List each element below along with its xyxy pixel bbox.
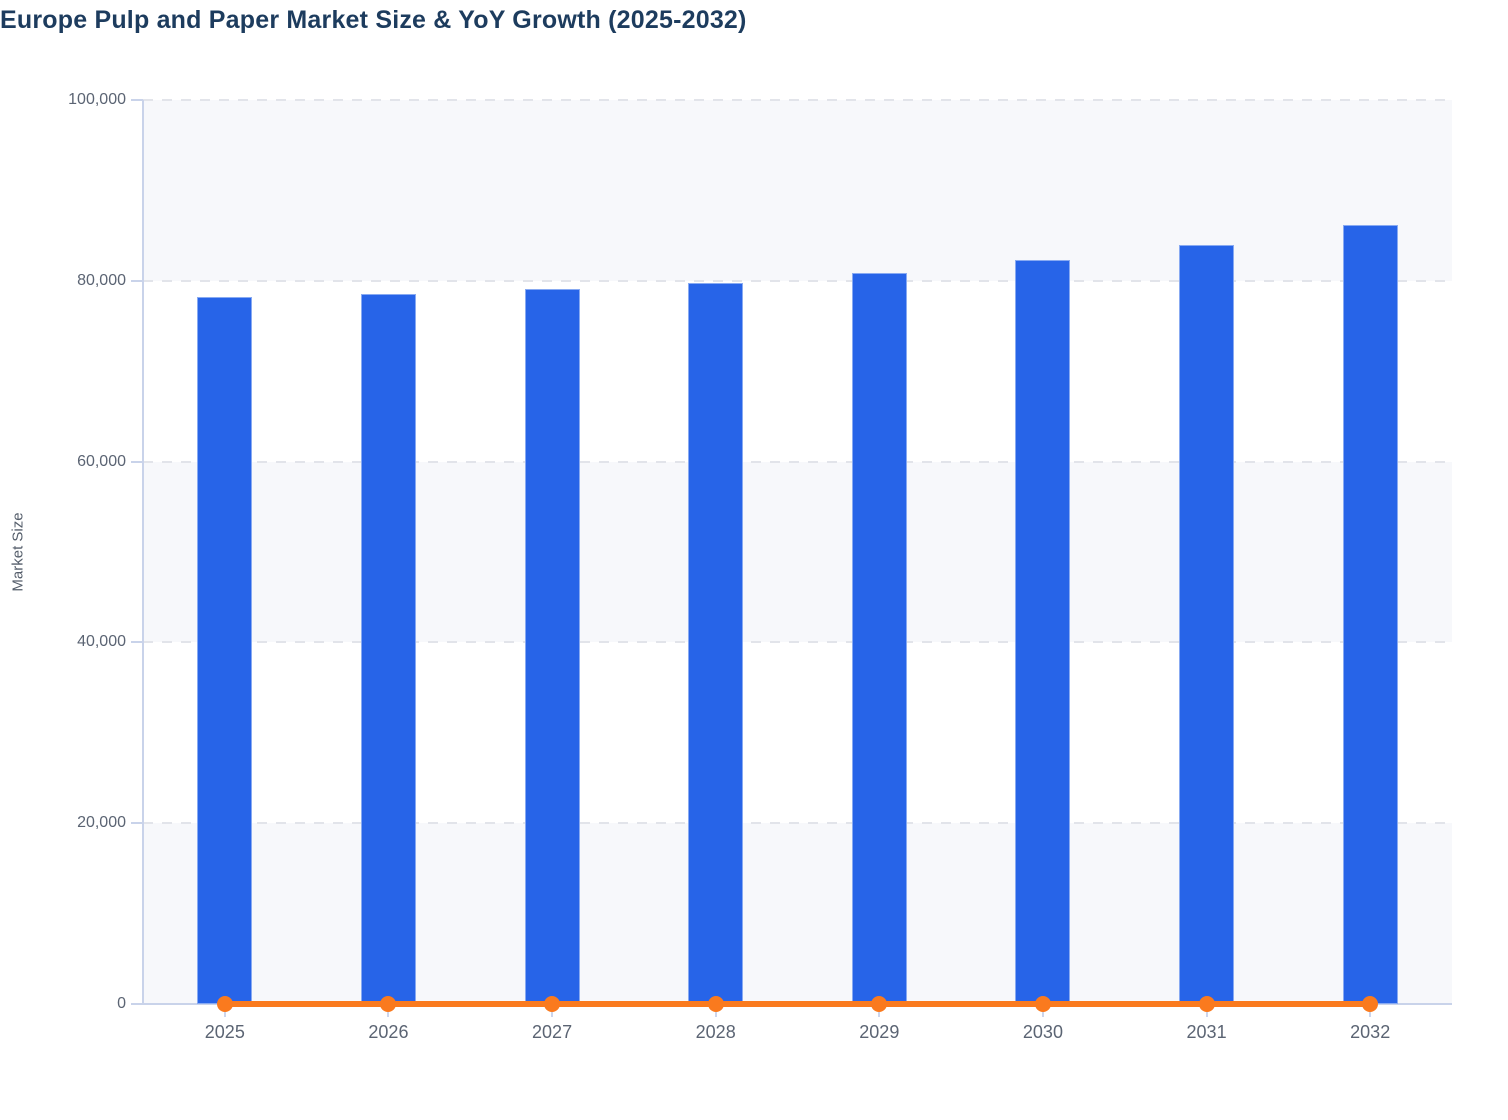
gridline [143,99,1452,101]
y-axis-tick-label: 0 [117,995,126,1012]
bar-2026[interactable] [360,294,416,1004]
x-axis-tick-label: 2026 [368,1022,409,1042]
bar-2032[interactable] [1342,224,1398,1004]
yoy-growth-point-2028[interactable] [707,996,724,1012]
bar-2030[interactable] [1015,260,1071,1004]
y-axis-tick-label: 100,000 [68,91,126,108]
yoy-growth-point-2025[interactable] [216,996,233,1012]
y-axis-line [142,100,144,1004]
x-axis-tick-label: 2032 [1350,1022,1391,1042]
plot-band [143,823,1452,1004]
gridline [143,279,1452,282]
y-tick-mark [131,1003,143,1005]
bar-2027[interactable] [524,288,580,1004]
x-axis-tick-label: 2031 [1186,1022,1227,1042]
yoy-growth-point-2027[interactable] [544,996,561,1012]
y-axis-tick-label: 80,000 [77,271,126,289]
x-axis-tick-label: 2028 [695,1022,736,1042]
gridline [143,822,1452,825]
y-tick-mark [131,460,143,463]
y-axis-tick-label: 60,000 [77,452,126,470]
x-axis-tick-label: 2027 [532,1022,573,1042]
bar-2028[interactable] [688,282,744,1004]
x-axis-tick-label: 2030 [1022,1022,1063,1042]
plot-band [143,100,1452,281]
plot-band [143,461,1452,643]
gridline [143,460,1452,463]
yoy-growth-point-2031[interactable] [1198,996,1215,1012]
bar-2029[interactable] [851,272,907,1004]
y-axis-title: Market Size [9,512,27,592]
yoy-growth-point-2030[interactable] [1034,996,1051,1012]
gridline [143,641,1452,644]
y-tick-mark [131,641,143,644]
y-tick-mark [131,99,143,101]
x-axis-tick-label: 2029 [859,1022,900,1042]
yoy-growth-point-2032[interactable] [1362,996,1379,1012]
x-axis-tick-label: 2025 [204,1022,245,1042]
yoy-growth-line[interactable] [224,1001,1371,1007]
y-axis-tick-label: 40,000 [77,633,126,651]
yoy-growth-point-2029[interactable] [871,996,888,1012]
yoy-growth-point-2026[interactable] [380,996,397,1012]
bar-2025[interactable] [197,297,253,1004]
y-tick-mark [131,822,143,825]
y-tick-mark [131,279,143,282]
chart-title: Europe Pulp and Paper Market Size & YoY … [0,6,747,34]
y-axis-tick-label: 20,000 [77,814,126,832]
bar-2031[interactable] [1179,244,1235,1004]
